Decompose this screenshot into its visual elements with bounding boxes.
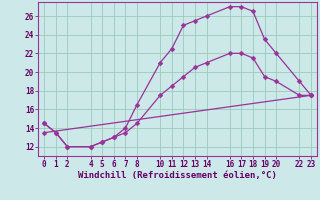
X-axis label: Windchill (Refroidissement éolien,°C): Windchill (Refroidissement éolien,°C) [78, 171, 277, 180]
